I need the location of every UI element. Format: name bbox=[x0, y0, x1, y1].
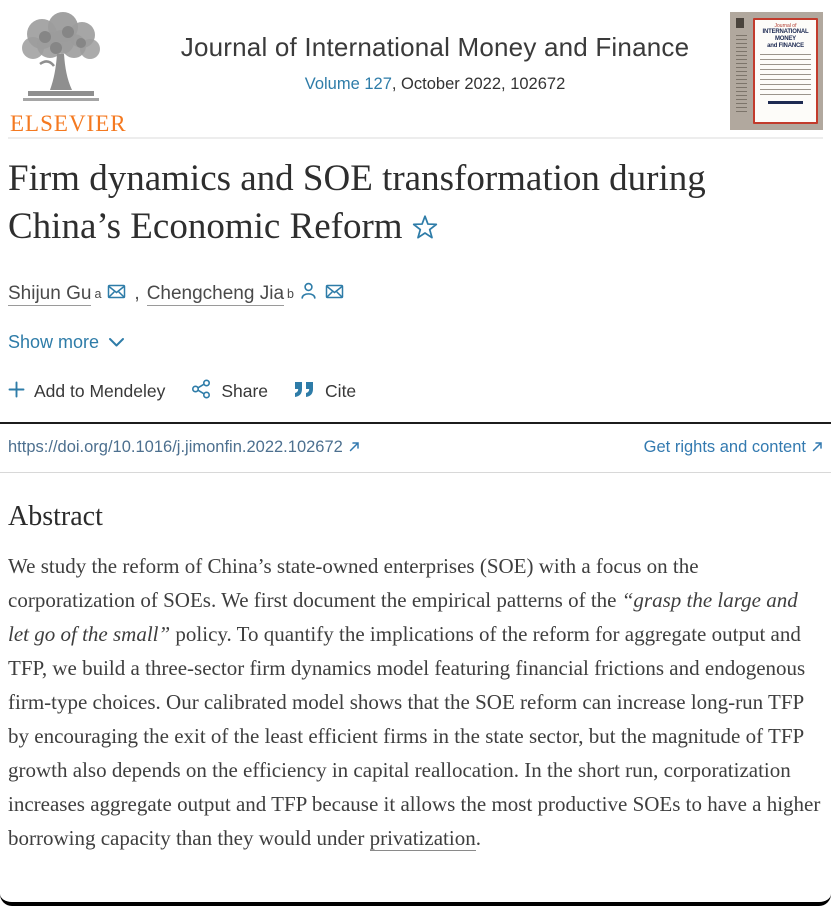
doi-divider-bottom bbox=[0, 472, 831, 474]
volume-issue-line: Volume 127, October 2022, 102672 bbox=[140, 75, 730, 94]
show-more-label: Show more bbox=[8, 332, 100, 353]
header-divider bbox=[8, 137, 823, 139]
get-rights-text: Get rights and content bbox=[643, 438, 806, 457]
add-to-mendeley-button[interactable]: Add to Mendeley bbox=[8, 381, 165, 403]
author-separator: , bbox=[134, 283, 140, 305]
external-link-icon bbox=[812, 438, 823, 457]
external-link-icon bbox=[349, 438, 360, 457]
author-link-chengcheng-jia[interactable]: Chengcheng Jia bbox=[146, 282, 285, 306]
article-title-text: Firm dynamics and SOE transformation dur… bbox=[8, 158, 706, 248]
journal-cover-thumbnail[interactable]: Journal of INTERNATIONAL MONEY and FINAN… bbox=[730, 12, 823, 130]
cover-title-line-1: INTERNATIONAL bbox=[762, 29, 809, 35]
privatization-term-link[interactable]: privatization bbox=[369, 826, 476, 852]
abstract-italic-phrase: “grasp the large and let go of the small… bbox=[8, 588, 798, 647]
abstract-text-2: policy. To quantify the implications of … bbox=[8, 622, 821, 851]
cover-spine-text-lines bbox=[736, 35, 747, 113]
email-author-icon[interactable] bbox=[107, 283, 126, 305]
abstract-text-1: We study the reform of China’s state-own… bbox=[8, 554, 699, 613]
author-affiliation-b: b bbox=[287, 287, 294, 302]
article-toolbar: Add to Mendeley Share Cite bbox=[8, 379, 823, 404]
doi-row: https://doi.org/10.1016/j.jimonfin.2022.… bbox=[0, 424, 831, 472]
elsevier-tree-icon bbox=[10, 12, 114, 113]
cover-footer-bar bbox=[768, 101, 803, 104]
issue-info: , October 2022, 102672 bbox=[391, 75, 566, 93]
doi-text: https://doi.org/10.1016/j.jimonfin.2022.… bbox=[8, 438, 343, 457]
elsevier-logo[interactable]: ELSEVIER bbox=[8, 12, 140, 137]
cite-label: Cite bbox=[325, 381, 357, 402]
email-author-icon[interactable] bbox=[325, 283, 344, 305]
doi-link[interactable]: https://doi.org/10.1016/j.jimonfin.2022.… bbox=[8, 438, 360, 457]
share-icon bbox=[191, 379, 212, 404]
elsevier-wordmark: ELSEVIER bbox=[10, 111, 127, 136]
cover-panel: Journal of INTERNATIONAL MONEY and FINAN… bbox=[753, 18, 818, 124]
journal-header: ELSEVIER Journal of International Money … bbox=[0, 0, 831, 137]
abstract-paragraph: We study the reform of China’s state-own… bbox=[8, 549, 823, 855]
cover-title-line-3: and FINANCE bbox=[767, 43, 804, 49]
abstract-text-3: . bbox=[475, 826, 481, 851]
abstract-section: Abstract We study the reform of China’s … bbox=[0, 473, 831, 855]
journal-info: Journal of International Money and Finan… bbox=[140, 12, 730, 94]
cover-article-list-lines bbox=[759, 54, 812, 98]
journal-title-link[interactable]: Journal of International Money and Finan… bbox=[180, 32, 690, 62]
article-title: Firm dynamics and SOE transformation dur… bbox=[8, 155, 823, 254]
chevron-down-icon bbox=[108, 332, 125, 353]
author-list: Shijun Gu a , Chengcheng Jia b bbox=[8, 282, 823, 306]
abstract-heading: Abstract bbox=[8, 501, 103, 533]
show-more-button[interactable]: Show more bbox=[8, 332, 125, 353]
volume-link[interactable]: Volume 127 bbox=[304, 75, 392, 93]
corresponding-author-person-icon[interactable] bbox=[300, 282, 317, 306]
cite-button[interactable]: Cite bbox=[294, 381, 356, 403]
add-to-mendeley-label: Add to Mendeley bbox=[34, 381, 166, 402]
plus-icon bbox=[8, 381, 25, 403]
cover-spine-logo bbox=[736, 18, 744, 28]
author-link-shijun-gu[interactable]: Shijun Gu bbox=[8, 282, 92, 306]
cover-spine bbox=[736, 18, 750, 124]
cover-title-line-2: MONEY bbox=[774, 36, 796, 42]
get-rights-link[interactable]: Get rights and content bbox=[644, 438, 823, 457]
recommendation-star-icon[interactable] bbox=[411, 206, 439, 254]
author-affiliation-a: a bbox=[94, 287, 102, 302]
doi-divider-top bbox=[0, 422, 831, 425]
cover-journal-of: Journal of bbox=[774, 23, 797, 29]
quote-cite-icon bbox=[294, 381, 316, 403]
share-label: Share bbox=[221, 381, 269, 402]
share-button[interactable]: Share bbox=[191, 379, 268, 404]
